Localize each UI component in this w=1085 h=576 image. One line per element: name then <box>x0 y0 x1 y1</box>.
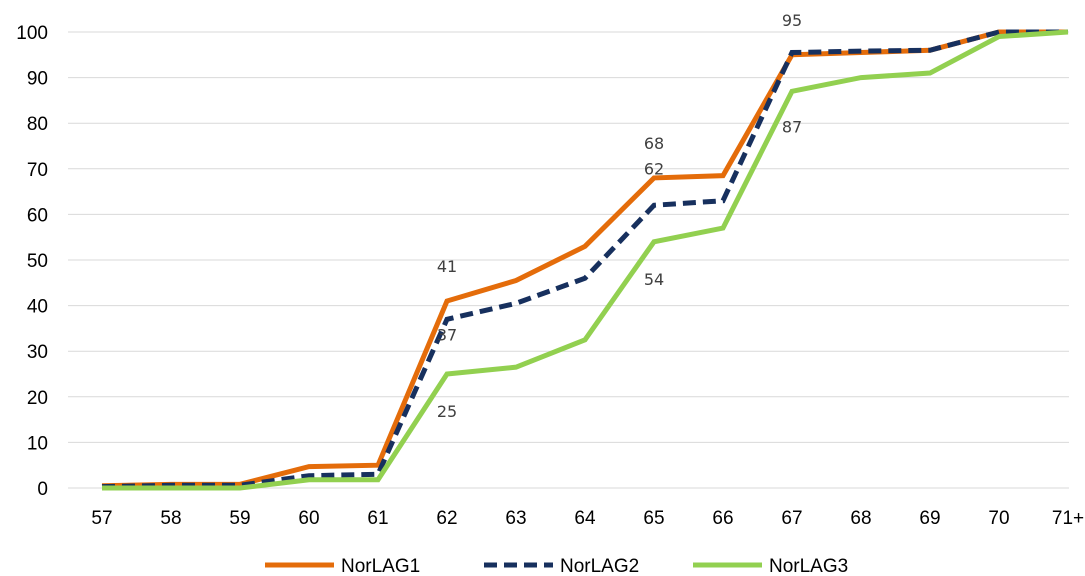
data-label: 41 <box>437 257 457 276</box>
x-tick-label: 66 <box>712 508 733 529</box>
legend: NorLAG1 NorLAG2 NorLAG3 <box>265 556 848 576</box>
data-label: 68 <box>644 134 664 153</box>
x-tick-label: 70 <box>988 508 1009 529</box>
legend-label: NorLAG3 <box>769 556 848 576</box>
legend-label: NorLAG2 <box>560 556 639 576</box>
series-line-norlag3 <box>102 29 1069 491</box>
data-label: 62 <box>644 159 664 178</box>
y-tick-label: 80 <box>27 114 48 135</box>
legend-item-norlag2: NorLAG2 <box>484 556 639 576</box>
x-axis: 57 58 59 60 61 62 63 64 65 66 67 68 69 70 71+ <box>91 508 1084 529</box>
data-label: 25 <box>437 402 457 421</box>
x-tick-label: 64 <box>574 508 596 529</box>
legend-item-norlag1: NorLAG1 <box>265 556 420 576</box>
x-tick-label: 61 <box>367 508 388 529</box>
x-tick-label: 68 <box>850 508 871 529</box>
y-tick-label: 30 <box>27 342 48 363</box>
legend-label: NorLAG1 <box>341 556 420 576</box>
series-line-norlag1 <box>101 29 1068 489</box>
y-tick-label: 10 <box>27 433 48 454</box>
x-tick-label: 71+ <box>1052 508 1084 529</box>
y-tick-label: 60 <box>27 205 48 226</box>
x-tick-label: 57 <box>91 508 112 529</box>
x-tick-label: 59 <box>229 508 250 529</box>
data-label: 54 <box>644 270 664 289</box>
legend-item-norlag3: NorLAG3 <box>693 556 848 576</box>
x-tick-label: 58 <box>160 508 181 529</box>
y-tick-label: 70 <box>27 160 48 181</box>
series-lines <box>101 29 1069 491</box>
x-tick-label: 60 <box>298 508 319 529</box>
data-label: 37 <box>437 325 457 344</box>
data-label: 95 <box>782 11 802 30</box>
y-axis: 0 10 20 30 40 50 60 70 80 90 100 <box>16 23 48 500</box>
x-tick-label: 65 <box>643 508 664 529</box>
x-tick-label: 67 <box>781 508 802 529</box>
x-tick-label: 62 <box>436 508 457 529</box>
data-labels: 41 68 95 37 62 25 54 87 <box>437 11 802 421</box>
y-tick-label: 20 <box>27 388 48 409</box>
x-tick-label: 63 <box>505 508 526 529</box>
y-tick-label: 0 <box>37 479 48 500</box>
y-tick-label: 40 <box>27 297 48 318</box>
x-tick-label: 69 <box>919 508 940 529</box>
series-line-norlag2 <box>101 29 1068 490</box>
y-tick-label: 90 <box>27 69 48 90</box>
data-label: 87 <box>782 117 802 136</box>
gridlines <box>68 31 1069 489</box>
y-tick-label: 50 <box>27 251 48 272</box>
y-tick-label: 100 <box>16 23 48 44</box>
